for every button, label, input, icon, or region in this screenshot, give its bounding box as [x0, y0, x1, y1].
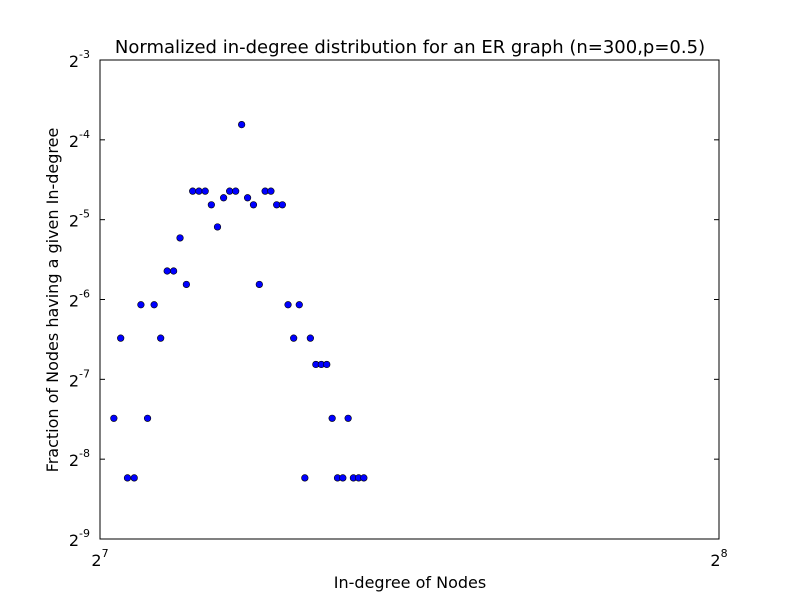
- data-point: [195, 187, 203, 195]
- data-point: [238, 120, 246, 129]
- data-point: [243, 194, 252, 202]
- data-point: [295, 301, 303, 309]
- data-point: [201, 187, 209, 195]
- data-point: [328, 414, 336, 422]
- data-point: [220, 194, 228, 202]
- data-point: [130, 474, 138, 482]
- data-point: [226, 187, 234, 195]
- data-point: [360, 474, 368, 482]
- data-point: [163, 267, 171, 275]
- y-tick-label: 2-4: [69, 128, 90, 151]
- data-point: [213, 223, 222, 231]
- data-point: [344, 414, 352, 422]
- data-point: [123, 474, 132, 482]
- data-point: [255, 280, 263, 289]
- data-point: [182, 280, 190, 289]
- y-tick-label: 2-5: [69, 208, 90, 231]
- data-point: [189, 187, 197, 195]
- plot-area: [99, 59, 720, 540]
- data-point: [278, 201, 286, 209]
- data-point: [176, 234, 184, 242]
- data-point: [301, 474, 309, 482]
- data-point: [117, 334, 125, 342]
- y-axis-label: Fraction of Nodes having a given In-degr…: [43, 128, 62, 473]
- data-point: [137, 301, 145, 309]
- data-point: [207, 201, 215, 209]
- y-axis-ticks: 2-3 2-4 2-5 2-6 2-7 2-8 2-9: [69, 48, 719, 550]
- data-point: [232, 187, 240, 195]
- chart-title: Normalized in-degree distribution for an…: [115, 37, 705, 58]
- data-point: [143, 414, 152, 422]
- data-point: [267, 187, 275, 195]
- data-point: [290, 334, 298, 342]
- data-point: [284, 301, 292, 309]
- data-point: [306, 334, 314, 342]
- y-tick-label: 2-7: [69, 367, 90, 390]
- data-point: [249, 201, 258, 209]
- y-tick-label: 2-9: [69, 527, 90, 550]
- x-axis-label: In-degree of Nodes: [334, 573, 486, 592]
- data-point: [157, 334, 165, 342]
- y-tick-label: 2-8: [69, 447, 90, 470]
- data-point: [150, 301, 158, 309]
- y-tick-label: 2-3: [69, 48, 90, 71]
- data-point: [339, 474, 347, 482]
- x-tick-label: 28: [710, 547, 727, 570]
- scatter-points: [110, 120, 368, 482]
- data-point: [323, 360, 331, 369]
- y-tick-label: 2-6: [69, 288, 90, 311]
- x-axis-ticks: 27 28: [91, 60, 728, 570]
- data-point: [110, 414, 118, 422]
- data-point: [170, 267, 178, 275]
- x-tick-label: 27: [91, 547, 108, 570]
